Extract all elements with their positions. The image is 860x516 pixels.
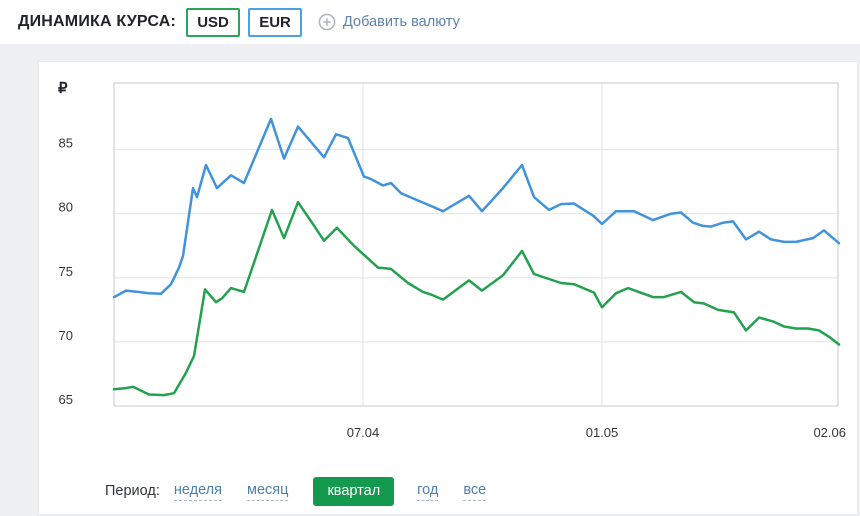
currency-button-usd[interactable]: USD [186, 7, 241, 37]
y-tick-label: 85 [59, 136, 73, 151]
plus-circle-icon [318, 13, 336, 31]
y-axis-unit: ₽ [58, 80, 68, 97]
period-option-week[interactable]: неделя [173, 482, 222, 501]
y-tick-label: 65 [59, 392, 73, 407]
exchange-rate-line-chart: 85 80 75 70 65 07.04 01.05 02.06 [59, 82, 846, 440]
usd-rate-line [112, 200, 841, 397]
chart-card: ₽ 85 80 75 70 65 07.04 01.05 02.06 Период: неде… [38, 61, 858, 515]
x-tick-label: 07.04 [347, 425, 380, 440]
eur-rate-line [112, 117, 841, 299]
y-tick-label: 80 [59, 200, 73, 215]
add-currency-link[interactable]: Добавить валюту [318, 13, 460, 31]
period-option-month[interactable]: месяц [247, 482, 289, 501]
period-option-year[interactable]: год [417, 482, 439, 501]
period-label: Период: [105, 483, 160, 499]
x-tick-label: 02.06 [813, 425, 846, 440]
y-tick-label: 70 [59, 328, 73, 343]
period-selector: Период: неделя месяц квартал год все [105, 476, 511, 506]
period-option-all[interactable]: все [463, 482, 487, 501]
header: ДИНАМИКА КУРСА: USD EUR Добавить валюту [0, 0, 860, 44]
currency-button-eur[interactable]: EUR [248, 7, 303, 37]
page-title: ДИНАМИКА КУРСА: [18, 13, 177, 30]
period-option-quarter[interactable]: квартал [313, 476, 395, 506]
period-options: неделя месяц квартал год все [173, 476, 511, 506]
y-tick-label: 75 [59, 264, 73, 279]
plot-border [113, 82, 839, 407]
add-currency-label: Добавить валюту [343, 14, 460, 30]
x-tick-label: 01.05 [586, 425, 619, 440]
